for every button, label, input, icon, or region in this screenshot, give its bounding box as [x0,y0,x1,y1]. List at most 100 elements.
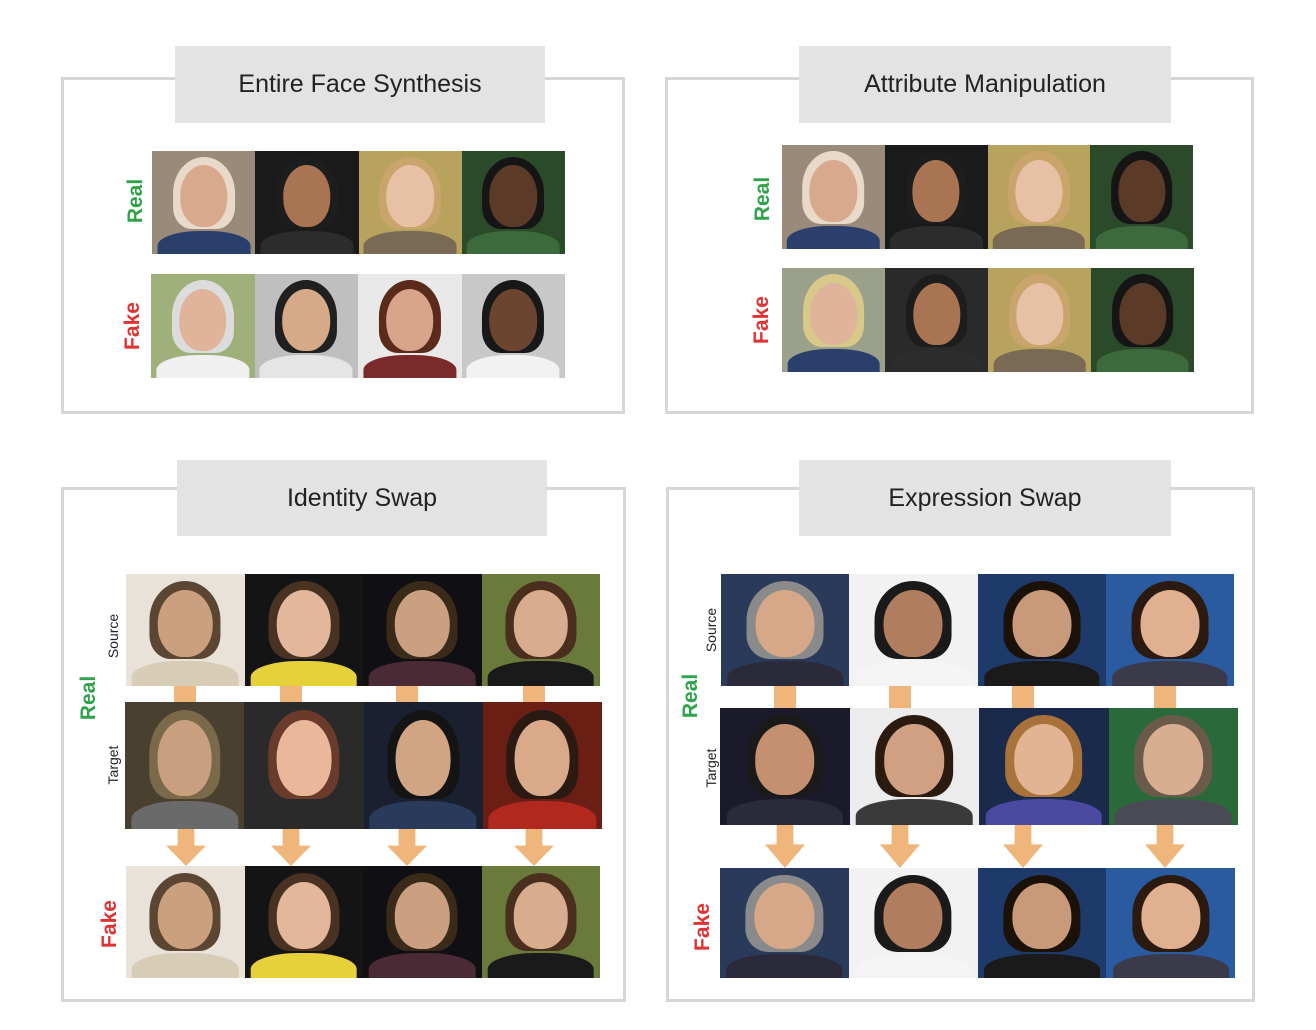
face-image [1106,868,1235,978]
face-head [513,881,568,949]
face-image [254,274,358,378]
face-shoulders [889,226,983,249]
arrow-down-icon [514,829,554,866]
face-shoulders [855,661,972,686]
face-image [849,708,979,825]
face-shoulders [487,661,595,686]
fake-face-strip [720,868,1235,978]
face-shoulders [1096,349,1189,372]
face-shoulders [250,953,358,978]
face-image [1105,574,1234,686]
face-image [848,868,978,978]
face-shoulders [157,231,251,254]
face-shoulders [1095,226,1188,249]
arrow-down-icon [1003,825,1043,868]
arrow-connector [1154,686,1176,708]
source-label: Source [105,613,121,659]
face-head [276,589,331,657]
arrow-down-icon [271,829,311,866]
face-head [514,719,570,796]
panel-title-attribute-manipulation: Attribute Manipulation [799,46,1171,123]
face-shoulders [488,801,597,829]
face-shoulders [1112,953,1229,978]
face-shoulders [363,355,457,378]
face-shoulders [131,661,239,686]
face-head [283,165,331,228]
face-shoulders [787,226,880,249]
face-image [782,145,885,249]
panel-title-identity-swap: Identity Swap [177,460,547,536]
face-head [1143,724,1204,795]
face-head [395,719,451,796]
face-image [979,708,1109,825]
face-head [1015,159,1063,222]
fake-face-strip [126,866,600,978]
fake-face-strip [151,274,565,378]
face-image [988,268,1091,372]
face-image [1091,268,1194,372]
face-image [126,866,245,978]
face-shoulders [250,661,358,686]
face-head [179,165,228,228]
face-image [721,574,850,686]
face-shoulders [260,231,354,254]
face-image [255,151,359,254]
face-image [481,866,600,978]
face-image [720,868,849,978]
face-image [363,702,483,829]
face-shoulders [1112,661,1228,686]
face-head [1140,589,1200,657]
target-label: Target [703,748,719,788]
face-shoulders [985,799,1103,825]
face-head [385,288,434,351]
face-image [244,866,363,978]
face-shoulders [131,953,239,978]
face-head [158,589,213,657]
face-shoulders [983,661,1100,686]
face-image [849,574,978,686]
face-head [1013,724,1074,795]
face-image [363,574,482,686]
face-image [720,708,850,825]
face-shoulders [855,953,972,978]
face-shoulders [983,953,1100,978]
target-label: Target [105,745,121,785]
target-face-strip [720,708,1238,825]
face-image [151,274,255,378]
source-face-strip [721,574,1234,686]
fake-face-strip [782,268,1194,372]
face-head [276,881,331,949]
face-head [1141,883,1201,950]
arrow-down-icon [387,829,427,866]
arrow-connector [396,686,418,702]
face-image [244,574,363,686]
face-head [489,165,538,228]
real-face-strip [782,145,1193,249]
panel-title-expression-swap: Expression Swap [799,460,1171,536]
face-image [363,866,482,978]
face-image [885,268,988,372]
face-head [386,165,434,228]
arrow-connector [174,686,196,702]
face-image [1090,145,1193,249]
face-head [884,724,945,795]
face-image [987,145,1091,249]
face-head [754,883,814,950]
fake-label: Fake [98,900,121,948]
face-head [178,288,227,351]
face-head [912,159,960,222]
target-face-strip [125,702,602,829]
face-image [482,702,602,829]
face-shoulders [466,355,560,378]
arrow-down-icon [880,825,920,868]
fake-label: Fake [691,903,714,951]
face-head [754,724,815,795]
face-shoulders [487,953,595,978]
face-head [1118,282,1167,345]
face-image [884,145,988,249]
face-head [1012,589,1072,657]
real-label: Real [679,673,702,719]
face-shoulders [726,799,844,825]
arrow-down-icon [765,825,805,868]
real-label: Real [77,675,100,721]
